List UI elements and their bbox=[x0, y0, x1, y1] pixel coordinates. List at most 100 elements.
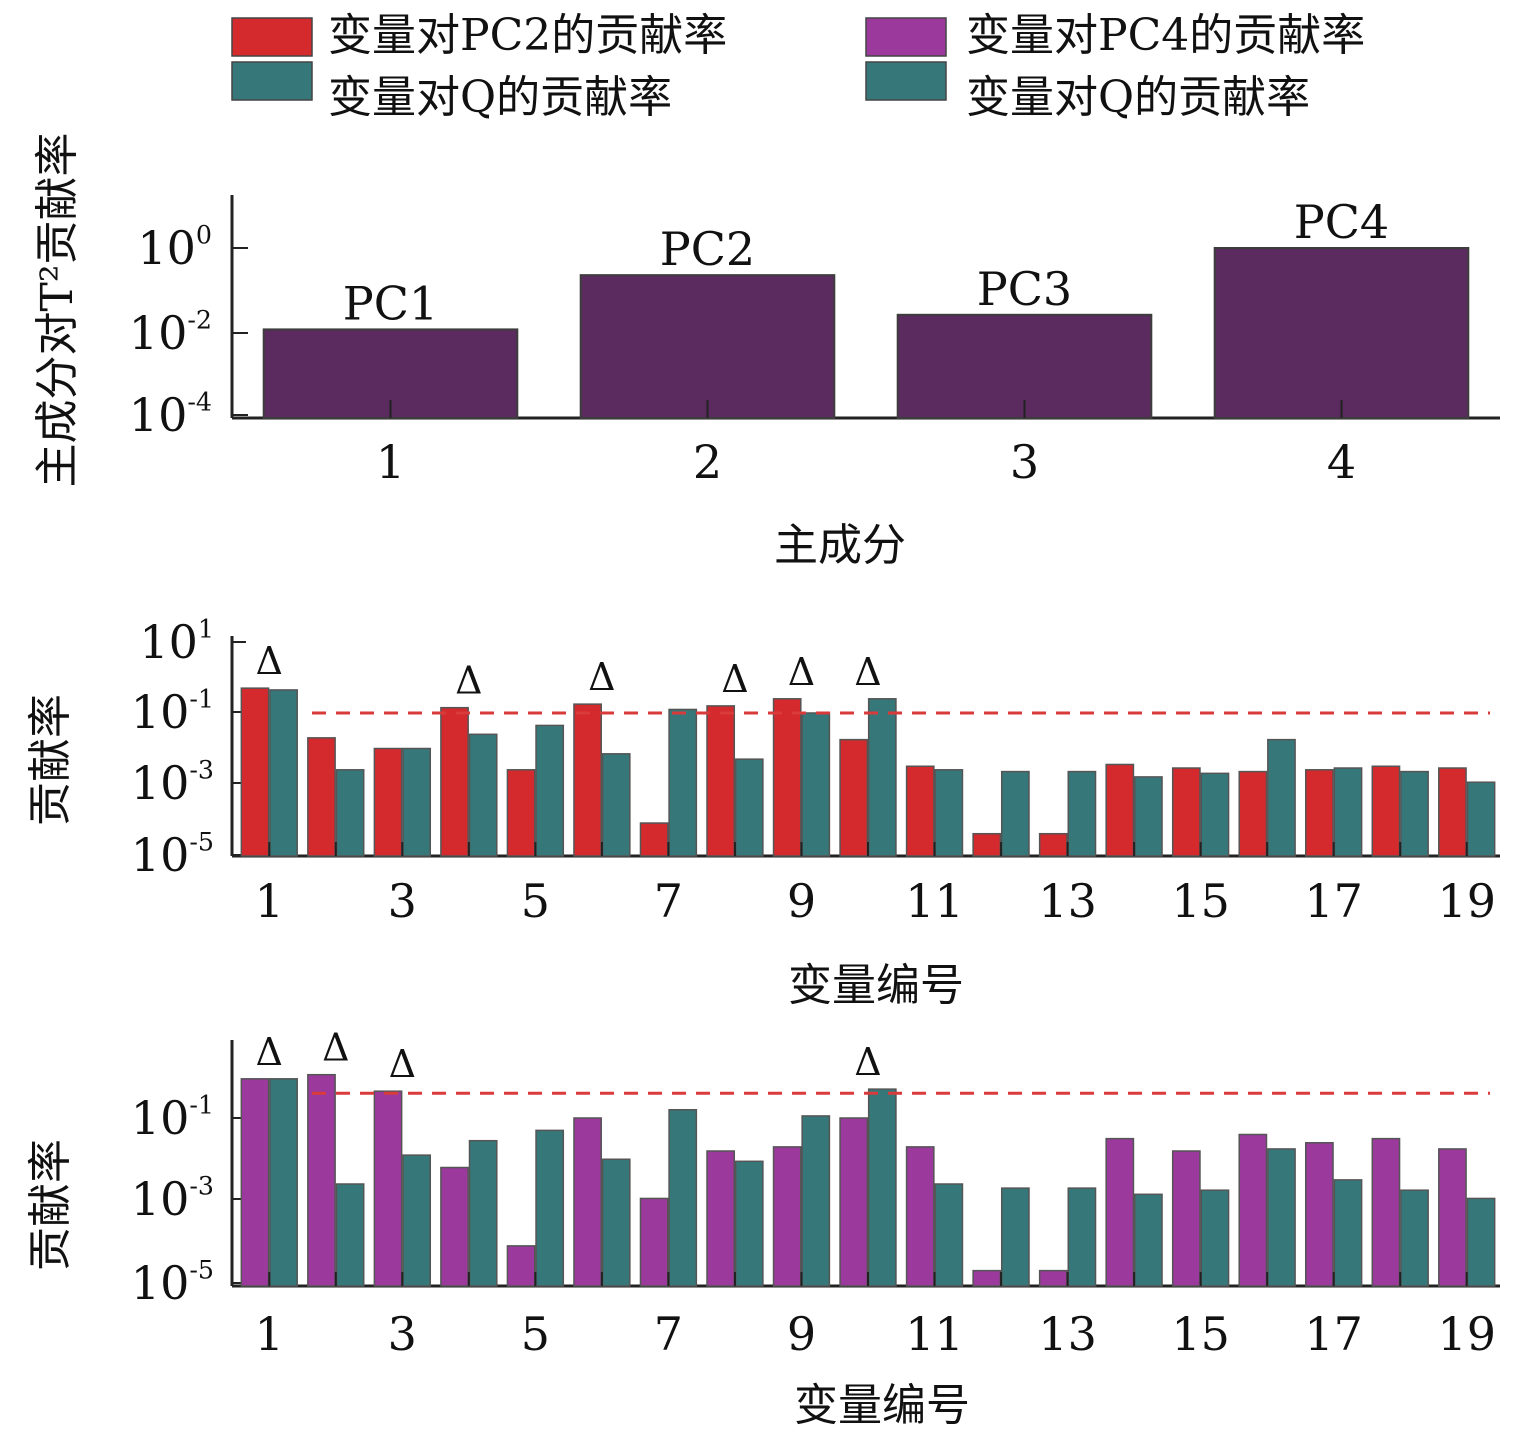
bar-series1-var17 bbox=[1304, 769, 1334, 857]
bar-series2-var13 bbox=[1067, 770, 1097, 857]
bar-series1-var18 bbox=[1371, 1137, 1401, 1287]
bar-label-pc4: PC4 bbox=[1294, 195, 1389, 249]
y-tick-label-panel1: 100 bbox=[137, 220, 212, 275]
x-tick-label-panel1: 4 bbox=[1327, 435, 1356, 489]
y-tick-label-panel2: 10-1 bbox=[131, 684, 214, 739]
bar-series1-var15 bbox=[1171, 1150, 1201, 1287]
y-tick-label-panel1: 10-4 bbox=[129, 387, 212, 442]
bar-series2-var6 bbox=[601, 753, 631, 857]
x-tick-label-panel2: 7 bbox=[654, 874, 683, 928]
x-tick-label-panel2: 5 bbox=[521, 874, 550, 928]
legend-label-q1: 变量对Q的贡献率 bbox=[328, 72, 672, 123]
bar-series1-var16 bbox=[1238, 1133, 1268, 1287]
bar-label-pc3: PC3 bbox=[977, 262, 1072, 316]
bar-series2-var9 bbox=[801, 1115, 831, 1287]
bar-series2-var16 bbox=[1267, 738, 1296, 857]
flag-marker-panel3: Δ bbox=[322, 1026, 349, 1070]
bar-series2-var16 bbox=[1267, 1148, 1296, 1287]
bar-series1-var19 bbox=[1438, 1148, 1467, 1287]
ylabel-panel3: 贡献率 bbox=[25, 1139, 76, 1271]
legend-swatch-pc2 bbox=[231, 17, 313, 57]
x-tick-label-panel3: 19 bbox=[1437, 1307, 1496, 1361]
x-tick-label-panel3: 9 bbox=[787, 1307, 816, 1361]
flag-marker-panel2: Δ bbox=[588, 655, 615, 699]
bar-series1-var1 bbox=[240, 687, 270, 857]
legend-label-q2: 变量对Q的贡献率 bbox=[966, 72, 1310, 123]
bar-series2-var18 bbox=[1400, 1189, 1429, 1287]
x-tick-label-panel3: 13 bbox=[1038, 1307, 1097, 1361]
bar-series2-var3 bbox=[402, 747, 432, 857]
bar-label-pc2: PC2 bbox=[660, 222, 755, 276]
bar-series2-var18 bbox=[1400, 770, 1429, 857]
bar-series2-var12 bbox=[1000, 1187, 1030, 1287]
bar-series2-var4 bbox=[468, 1139, 498, 1287]
x-tick-label-panel2: 11 bbox=[905, 874, 964, 928]
legend-swatch-q2 bbox=[865, 61, 947, 101]
bar-series1-var18 bbox=[1371, 765, 1401, 857]
bar-series2-var17 bbox=[1333, 767, 1363, 857]
bar-series1-var5 bbox=[506, 769, 536, 857]
bar-series1-var5 bbox=[506, 1245, 536, 1287]
x-tick-label-panel1: 2 bbox=[693, 435, 722, 489]
bar-series1-var13 bbox=[1038, 1269, 1068, 1287]
bar-pc4 bbox=[1213, 247, 1470, 419]
bar-series1-var4 bbox=[440, 706, 469, 857]
bar-series2-var2 bbox=[335, 1183, 365, 1287]
bar-series2-var4 bbox=[468, 733, 498, 857]
bar-series2-var5 bbox=[535, 1129, 565, 1287]
flag-marker-panel2: Δ bbox=[721, 657, 748, 701]
bar-series1-var17 bbox=[1304, 1142, 1334, 1287]
x-tick-label-panel2: 1 bbox=[255, 874, 284, 928]
x-tick-label-panel3: 3 bbox=[388, 1307, 417, 1361]
bar-series2-var3 bbox=[402, 1154, 432, 1287]
bar-series1-var10 bbox=[839, 1117, 869, 1287]
bar-series2-var11 bbox=[934, 1183, 964, 1287]
legend-label-pc2: 变量对PC2的贡献率 bbox=[328, 10, 727, 61]
bar-series2-var12 bbox=[1000, 770, 1030, 857]
bar-series2-var19 bbox=[1466, 781, 1496, 857]
x-tick-label-panel3: 1 bbox=[255, 1307, 284, 1361]
y-tick-label-panel1: 10-2 bbox=[129, 305, 212, 360]
bar-series1-var12 bbox=[972, 832, 1002, 857]
bar-series2-var1 bbox=[269, 689, 298, 857]
xlabel-panel2: 变量编号 bbox=[788, 960, 964, 1011]
bar-series2-var8 bbox=[734, 758, 764, 857]
bar-label-pc1: PC1 bbox=[343, 276, 438, 330]
x-tick-label-panel1: 1 bbox=[376, 435, 405, 489]
flag-marker-panel3: Δ bbox=[854, 1040, 881, 1084]
x-tick-label-panel2: 17 bbox=[1304, 874, 1363, 928]
bar-series1-var13 bbox=[1038, 832, 1068, 857]
bar-pc2 bbox=[579, 274, 836, 420]
bar-series2-var1 bbox=[269, 1078, 298, 1287]
flag-marker-panel3: Δ bbox=[256, 1030, 283, 1074]
bar-series2-var7 bbox=[668, 708, 698, 857]
x-tick-label-panel2: 15 bbox=[1171, 874, 1230, 928]
bar-series2-var2 bbox=[335, 769, 365, 857]
x-tick-label-panel2: 9 bbox=[787, 874, 816, 928]
bar-series2-var10 bbox=[867, 698, 897, 857]
ylabel-panel2: 贡献率 bbox=[25, 694, 76, 826]
bar-series2-var9 bbox=[801, 712, 831, 857]
bar-series2-var11 bbox=[934, 769, 964, 857]
bar-series1-var10 bbox=[839, 738, 869, 857]
xlabel-panel3: 变量编号 bbox=[794, 1380, 970, 1431]
bar-series1-var11 bbox=[905, 765, 935, 857]
bar-series1-var9 bbox=[772, 698, 802, 857]
bar-series1-var3 bbox=[373, 747, 403, 857]
bar-series1-var8 bbox=[706, 1150, 736, 1287]
flag-marker-panel2: Δ bbox=[455, 659, 482, 703]
x-tick-label-panel3: 15 bbox=[1171, 1307, 1230, 1361]
flag-marker-panel3: Δ bbox=[389, 1042, 416, 1086]
bar-series1-var14 bbox=[1105, 1137, 1135, 1287]
bar-series1-var15 bbox=[1171, 767, 1201, 857]
bar-series1-var1 bbox=[240, 1078, 270, 1287]
bar-series1-var2 bbox=[307, 737, 336, 857]
bar-series1-var3 bbox=[373, 1090, 403, 1287]
x-tick-label-panel3: 7 bbox=[654, 1307, 683, 1361]
x-tick-label-panel2: 19 bbox=[1437, 874, 1496, 928]
legend-swatch-pc4 bbox=[865, 17, 947, 57]
panel-pc4-contribution: 贡献率 变量编号 10-110-310-5Δ Δ Δ Δ1 3 5 7 9 11 13 15 17 19 bbox=[25, 1026, 1500, 1431]
y-tick-label-panel3: 10-3 bbox=[131, 1171, 214, 1226]
y-tick-label-panel2: 101 bbox=[139, 614, 214, 669]
